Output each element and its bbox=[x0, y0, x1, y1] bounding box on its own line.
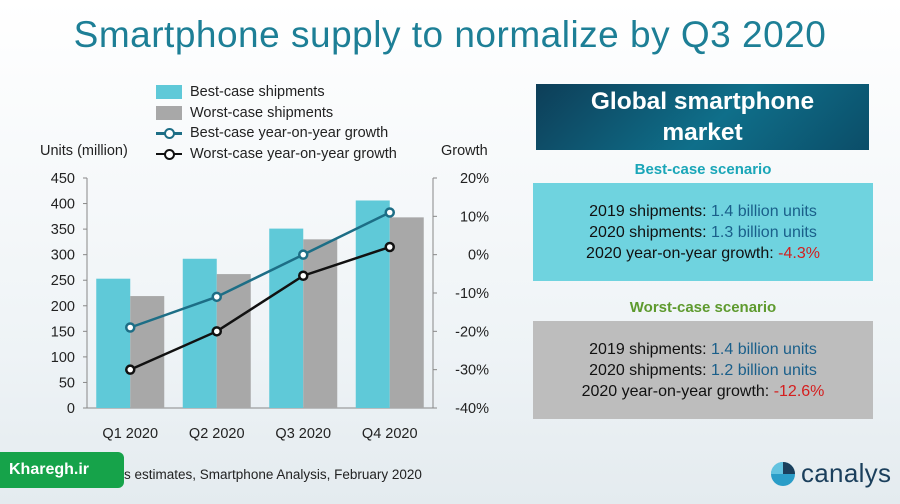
canalys-logo-icon bbox=[771, 461, 795, 486]
legend-swatch-worst-line bbox=[156, 147, 182, 161]
best-row-growth: 2020 year-on-year growth: -4.3% bbox=[586, 245, 820, 262]
point-worst-growth bbox=[125, 364, 136, 375]
legend-swatch-best-bar bbox=[156, 85, 182, 100]
x-tick-label: Q2 2020 bbox=[189, 426, 245, 442]
chart-legend: Best-case shipments Worst-case shipments… bbox=[156, 82, 397, 164]
y-right-tick-label: -10% bbox=[455, 286, 489, 302]
point-best-growth bbox=[298, 249, 309, 260]
point-best-growth bbox=[125, 322, 136, 333]
y-left-tick-label: 450 bbox=[51, 171, 75, 187]
best-row-2020: 2020 shipments: 1.3 billion units bbox=[589, 224, 817, 241]
line-worst-growth bbox=[129, 245, 391, 371]
point-worst-growth bbox=[384, 241, 395, 253]
y-right-tick-label: 10% bbox=[460, 209, 489, 225]
x-tick-label: Q1 2020 bbox=[102, 426, 158, 442]
legend-item-worst-growth: Worst-case year-on-year growth bbox=[156, 144, 397, 165]
worst-case-box: 2019 shipments: 1.4 billion units 2020 s… bbox=[533, 321, 873, 419]
page-title: Smartphone supply to normalize by Q3 202… bbox=[73, 14, 827, 55]
best-case-heading: Best-case scenario bbox=[634, 161, 772, 178]
bar-best-case bbox=[355, 200, 390, 408]
point-worst-growth bbox=[298, 270, 309, 281]
worst-2019-value: 1.4 billion units bbox=[711, 341, 817, 358]
worst-2020-value: 1.2 billion units bbox=[711, 362, 817, 379]
panel-title-line1: Global smartphone bbox=[590, 88, 815, 115]
x-tick-label: Q3 2020 bbox=[275, 426, 331, 442]
bar-worst-case bbox=[130, 296, 165, 408]
line-best-growth bbox=[129, 211, 391, 329]
canalys-logo: canalys bbox=[770, 458, 891, 489]
bar-worst-case bbox=[389, 217, 424, 408]
worst-row-2020: 2020 shipments: 1.2 billion units bbox=[589, 362, 817, 379]
worst-growth-value: -12.6% bbox=[773, 383, 825, 400]
y-left-tick-label: 300 bbox=[51, 248, 75, 264]
panel-title-line2: market bbox=[662, 119, 743, 146]
y-left-tick-label: 400 bbox=[51, 197, 75, 213]
y-right-tick-label: -40% bbox=[455, 401, 489, 417]
y-left-tick-label: 0 bbox=[67, 401, 75, 417]
y-right-tick-label: 20% bbox=[460, 171, 489, 187]
point-best-growth bbox=[211, 291, 222, 303]
y-left-tick-label: 150 bbox=[51, 324, 75, 340]
best-row-2019: 2019 shipments: 1.4 billion units bbox=[589, 203, 817, 220]
worst-row-2019: 2019 shipments: 1.4 billion units bbox=[589, 341, 817, 358]
x-tick-label: Q4 2020 bbox=[362, 426, 418, 442]
y-left-tick-label: 50 bbox=[59, 375, 75, 391]
combo-chart: 0 50 100 150 200 250 300 350 400 450 -40% -30% -20% -… bbox=[51, 171, 489, 442]
legend-swatch-best-line bbox=[156, 126, 182, 140]
legend-label: Worst-case year-on-year growth bbox=[190, 145, 397, 162]
y-left-tick-label: 200 bbox=[51, 299, 75, 315]
y-axis-right-title: Growth bbox=[441, 143, 488, 159]
legend-item-best-growth: Best-case year-on-year growth bbox=[156, 123, 397, 144]
legend-item-best-shipments: Best-case shipments bbox=[156, 82, 397, 103]
best-case-box: 2019 shipments: 1.4 billion units 2020 s… bbox=[533, 183, 873, 281]
legend-label: Worst-case shipments bbox=[190, 104, 334, 121]
chart-lines bbox=[125, 207, 395, 375]
best-growth-value: -4.3% bbox=[778, 245, 820, 262]
worst-row-growth: 2020 year-on-year growth: -12.6% bbox=[581, 383, 825, 400]
worst-case-heading: Worst-case scenario bbox=[629, 299, 777, 316]
point-best-growth bbox=[384, 207, 395, 218]
legend-item-worst-shipments: Worst-case shipments bbox=[156, 103, 397, 124]
source-note: Canalys estimates, Smartphone Analysis, … bbox=[82, 467, 422, 482]
bar-best-case bbox=[96, 278, 131, 408]
y-right-tick-label: -20% bbox=[455, 324, 489, 340]
legend-label: Best-case shipments bbox=[190, 84, 325, 101]
chart-tick-labels: 0 50 100 150 200 250 300 350 400 450 -40% -30% -20% -… bbox=[51, 171, 489, 442]
y-axis-left-title: Units (million) bbox=[40, 143, 128, 159]
watermark-badge: Kharegh.ir bbox=[0, 452, 124, 488]
y-left-tick-label: 250 bbox=[51, 273, 75, 289]
best-2020-value: 1.3 billion units bbox=[711, 224, 817, 241]
legend-swatch-worst-bar bbox=[156, 105, 182, 120]
y-left-tick-label: 100 bbox=[51, 350, 75, 366]
best-2019-value: 1.4 billion units bbox=[711, 203, 817, 220]
canalys-wordmark: canalys bbox=[801, 458, 892, 488]
market-panel-header: Global smartphone market bbox=[536, 84, 869, 150]
y-right-tick-label: -30% bbox=[455, 363, 489, 379]
point-worst-growth bbox=[211, 326, 222, 337]
y-left-tick-label: 350 bbox=[51, 222, 75, 238]
bar-worst-case bbox=[216, 274, 251, 408]
bar-worst-case bbox=[303, 239, 338, 408]
legend-label: Best-case year-on-year growth bbox=[190, 125, 389, 142]
y-right-tick-label: 0% bbox=[468, 248, 489, 264]
